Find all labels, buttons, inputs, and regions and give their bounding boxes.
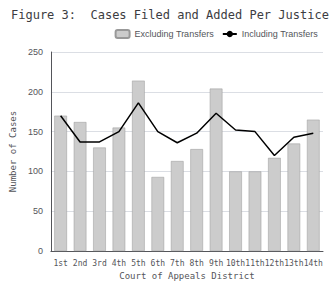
svg-text:14th: 14th <box>304 259 323 268</box>
svg-text:250: 250 <box>28 47 43 57</box>
svg-text:8th: 8th <box>189 259 204 268</box>
svg-text:12th: 12th <box>265 259 284 268</box>
svg-text:9th: 9th <box>209 259 224 268</box>
svg-text:3rd: 3rd <box>92 259 107 268</box>
svg-text:50: 50 <box>33 206 43 216</box>
svg-text:5th: 5th <box>131 259 146 268</box>
svg-text:13th: 13th <box>284 259 303 268</box>
svg-text:10th: 10th <box>226 259 245 268</box>
svg-text:1st: 1st <box>53 259 68 268</box>
svg-text:Excluding Transfers: Excluding Transfers <box>135 29 215 39</box>
svg-text:6th: 6th <box>151 259 166 268</box>
svg-text:Number of Cases: Number of Cases <box>8 111 18 192</box>
svg-text:4th: 4th <box>112 259 127 268</box>
svg-text:Court of Appeals District: Court of Appeals District <box>119 271 254 281</box>
svg-text:200: 200 <box>28 87 43 97</box>
svg-text:Figure 3: Cases Filed and Add: Figure 3: Cases Filed and Added Per Just… <box>11 8 329 22</box>
svg-text:0: 0 <box>38 246 43 256</box>
svg-text:11th: 11th <box>245 259 264 268</box>
svg-text:150: 150 <box>28 127 43 137</box>
svg-text:7th: 7th <box>170 259 185 268</box>
svg-text:Including Transfers: Including Transfers <box>242 29 319 39</box>
svg-text:2nd: 2nd <box>73 259 88 268</box>
svg-text:100: 100 <box>28 166 43 176</box>
